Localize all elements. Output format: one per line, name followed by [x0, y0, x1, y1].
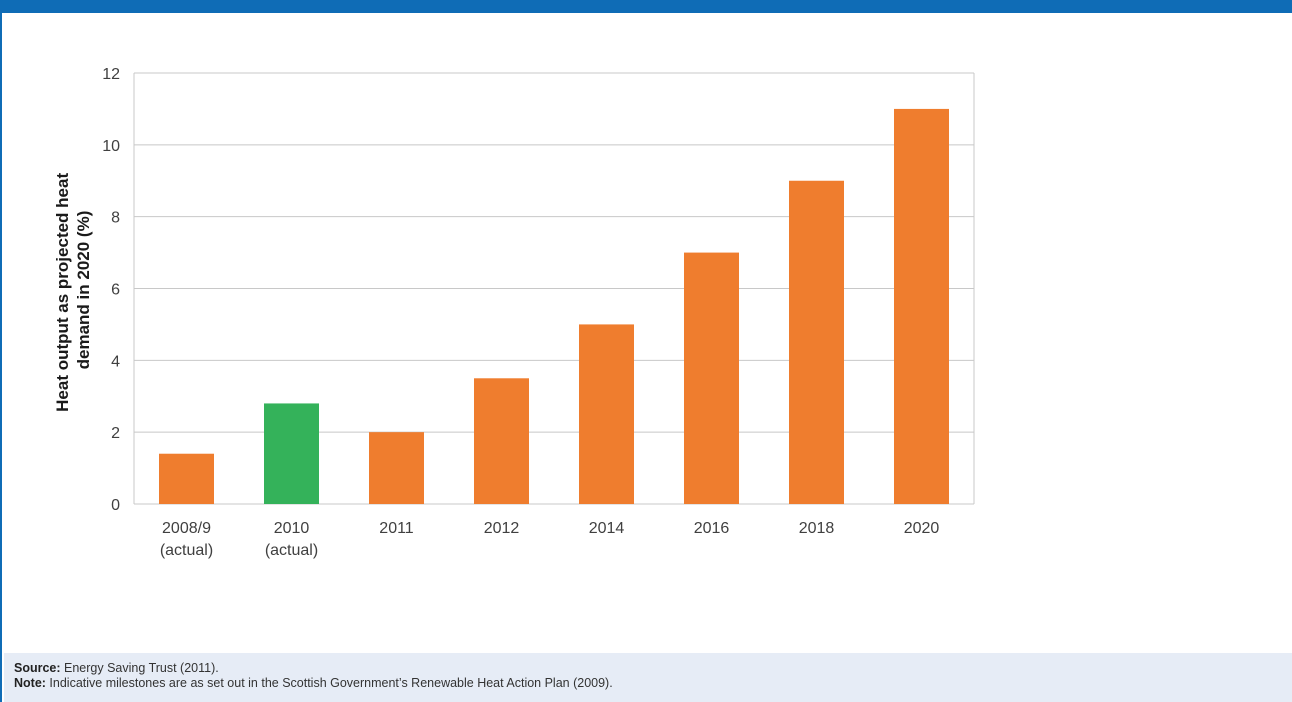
note-text: Indicative milestones are as set out in …	[45, 676, 613, 690]
x-tick-label: 2008/9	[162, 520, 211, 537]
bar	[579, 324, 634, 504]
x-tick-label: 2016	[694, 520, 730, 537]
y-tick-label: 12	[102, 66, 120, 83]
source-text: Energy Saving Trust (2011).	[60, 661, 219, 675]
x-tick-label: 2014	[589, 520, 625, 537]
bar	[684, 252, 739, 504]
bar	[159, 453, 214, 504]
y-tick-label: 4	[111, 353, 120, 370]
y-axis-label-line-1: Heat output as projected heat	[53, 173, 72, 412]
bar	[474, 378, 529, 504]
note-line: Note: Indicative milestones are as set o…	[14, 676, 1292, 691]
y-tick-label: 0	[111, 497, 120, 514]
bar-chart: 0 2 4 6 8 10 12 2008/9 (actual) 2010 (actual) 2011…	[53, 66, 975, 559]
x-tick-label: (actual)	[160, 542, 213, 559]
grid-lines	[133, 72, 975, 505]
bar	[369, 432, 424, 504]
y-tick-label: 10	[102, 138, 120, 155]
bar	[894, 108, 949, 505]
y-tick-label: 6	[111, 282, 120, 299]
figure-footer: Source: Energy Saving Trust (2011). Note…	[4, 653, 1292, 702]
y-tick-label: 8	[111, 210, 120, 227]
bar	[789, 180, 844, 504]
x-tick-label: 2010	[274, 520, 310, 537]
x-tick-label: (actual)	[265, 542, 318, 559]
y-axis-ticks: 0 2 4 6 8 10 12	[102, 66, 120, 514]
source-line: Source: Energy Saving Trust (2011).	[14, 661, 1292, 676]
x-tick-label: 2020	[904, 520, 940, 537]
y-axis-label: Heat output as projected heat demand in …	[53, 168, 93, 412]
figure-header-bar	[2, 0, 1292, 13]
x-tick-label: 2018	[799, 520, 835, 537]
bar	[264, 403, 319, 504]
y-axis-label-line-2: demand in 2020 (%)	[74, 211, 93, 370]
note-label: Note:	[14, 676, 46, 690]
bars	[159, 108, 949, 505]
x-tick-label: 2011	[379, 520, 414, 537]
x-tick-label: 2012	[484, 520, 520, 537]
x-axis-ticks: 2008/9 (actual) 2010 (actual) 2011 2012 2014 20…	[160, 520, 940, 559]
source-label: Source:	[14, 661, 61, 675]
y-tick-label: 2	[111, 425, 120, 442]
